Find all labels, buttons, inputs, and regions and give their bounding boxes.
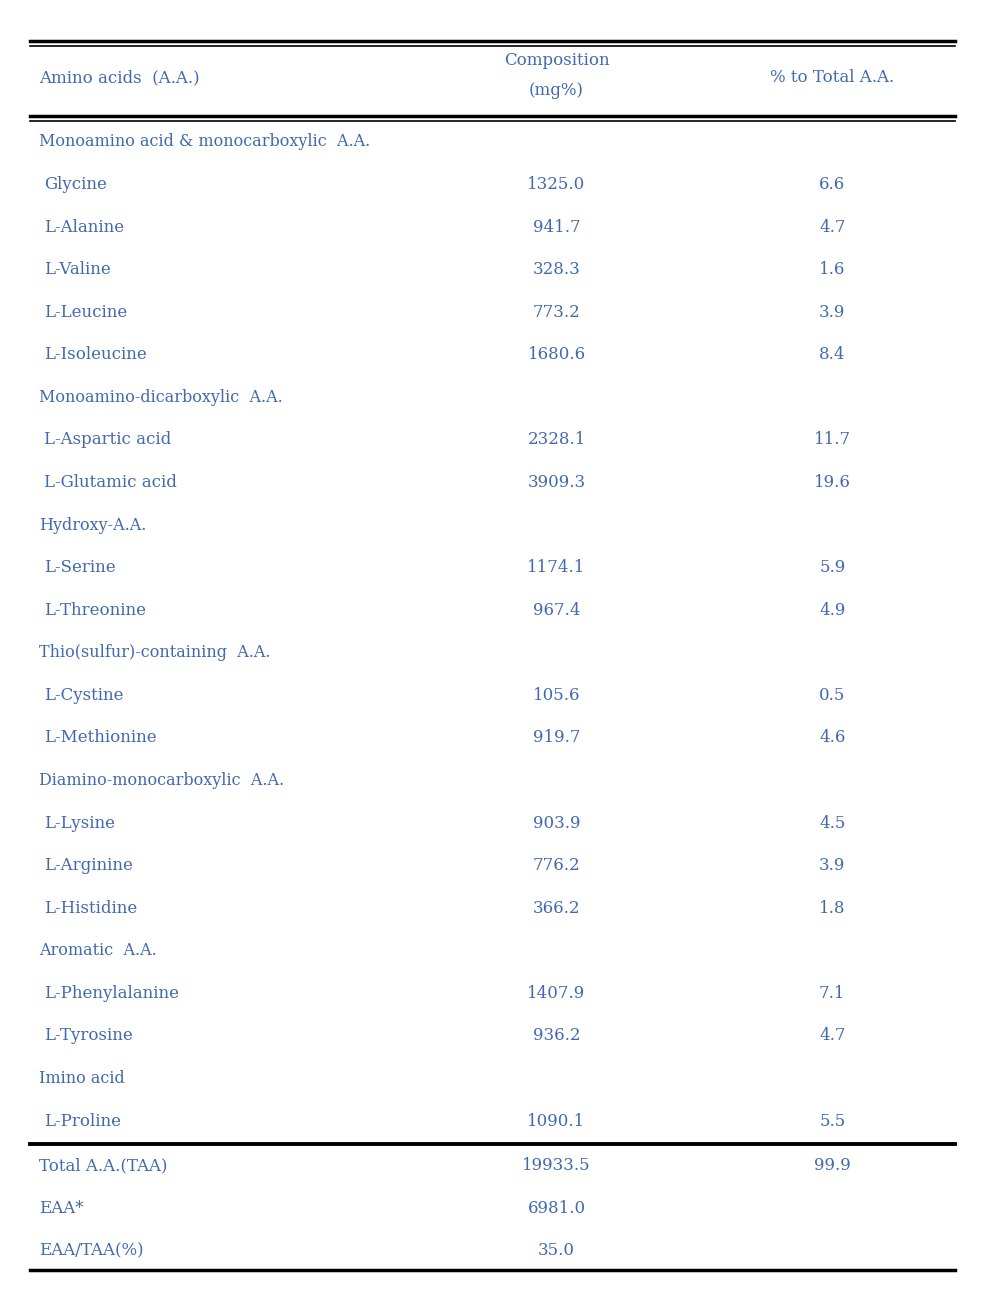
Text: 1325.0: 1325.0 (527, 175, 586, 194)
Text: 328.3: 328.3 (533, 261, 580, 279)
Text: 105.6: 105.6 (533, 686, 580, 704)
Text: 5.9: 5.9 (820, 559, 845, 577)
Text: L-Isoleucine: L-Isoleucine (44, 346, 147, 364)
Text: Glycine: Glycine (44, 175, 107, 194)
Text: 936.2: 936.2 (533, 1027, 580, 1045)
Text: Hydroxy-A.A.: Hydroxy-A.A. (39, 516, 147, 534)
Text: 99.9: 99.9 (814, 1157, 851, 1174)
Text: 3909.3: 3909.3 (527, 473, 586, 491)
Text: 366.2: 366.2 (533, 899, 580, 917)
Text: Aromatic  A.A.: Aromatic A.A. (39, 942, 158, 960)
Text: EAA*: EAA* (39, 1200, 84, 1216)
Text: L-Serine: L-Serine (44, 559, 116, 577)
Text: L-Aspartic acid: L-Aspartic acid (44, 431, 171, 449)
Text: 6.6: 6.6 (820, 175, 845, 194)
Text: L-Glutamic acid: L-Glutamic acid (44, 473, 177, 491)
Text: 967.4: 967.4 (533, 601, 580, 619)
Text: 3.9: 3.9 (820, 857, 845, 875)
Text: 1090.1: 1090.1 (527, 1112, 586, 1130)
Text: 35.0: 35.0 (538, 1242, 575, 1259)
Text: 4.5: 4.5 (820, 814, 845, 832)
Text: (mg%): (mg%) (529, 81, 584, 99)
Text: 1407.9: 1407.9 (527, 984, 586, 1002)
Text: Monoamino acid & monocarboxylic  A.A.: Monoamino acid & monocarboxylic A.A. (39, 133, 370, 151)
Text: 1174.1: 1174.1 (527, 559, 586, 577)
Text: 19933.5: 19933.5 (522, 1157, 591, 1174)
Text: L-Valine: L-Valine (44, 261, 111, 279)
Text: 7.1: 7.1 (820, 984, 845, 1002)
Text: 19.6: 19.6 (814, 473, 851, 491)
Text: 1.6: 1.6 (820, 261, 845, 279)
Text: 5.5: 5.5 (820, 1112, 845, 1130)
Text: 1.8: 1.8 (820, 899, 845, 917)
Text: 8.4: 8.4 (820, 346, 845, 364)
Text: L-Methionine: L-Methionine (44, 729, 157, 747)
Text: L-Cystine: L-Cystine (44, 686, 124, 704)
Text: 6981.0: 6981.0 (527, 1200, 586, 1216)
Text: 776.2: 776.2 (533, 857, 580, 875)
Text: 903.9: 903.9 (533, 814, 580, 832)
Text: L-Histidine: L-Histidine (44, 899, 138, 917)
Text: L-Phenylalanine: L-Phenylalanine (44, 984, 179, 1002)
Text: 3.9: 3.9 (820, 303, 845, 321)
Text: Monoamino-dicarboxylic  A.A.: Monoamino-dicarboxylic A.A. (39, 388, 283, 406)
Text: 4.7: 4.7 (820, 1027, 845, 1045)
Text: L-Arginine: L-Arginine (44, 857, 133, 875)
Text: % to Total A.A.: % to Total A.A. (770, 68, 894, 86)
Text: Imino acid: Imino acid (39, 1069, 125, 1087)
Text: 919.7: 919.7 (533, 729, 580, 747)
Text: 4.6: 4.6 (820, 729, 845, 747)
Text: 11.7: 11.7 (814, 431, 851, 449)
Text: EAA/TAA(%): EAA/TAA(%) (39, 1242, 144, 1259)
Text: L-Threonine: L-Threonine (44, 601, 147, 619)
Text: L-Leucine: L-Leucine (44, 303, 128, 321)
Text: 0.5: 0.5 (820, 686, 845, 704)
Text: Total A.A.(TAA): Total A.A.(TAA) (39, 1157, 167, 1174)
Text: Composition: Composition (503, 52, 610, 70)
Text: L-Tyrosine: L-Tyrosine (44, 1027, 133, 1045)
Text: L-Alanine: L-Alanine (44, 218, 124, 236)
Text: Thio(sulfur)-containing  A.A.: Thio(sulfur)-containing A.A. (39, 644, 271, 662)
Text: 1680.6: 1680.6 (527, 346, 586, 364)
Text: Amino acids  (A.A.): Amino acids (A.A.) (39, 68, 200, 86)
Text: Diamino-monocarboxylic  A.A.: Diamino-monocarboxylic A.A. (39, 771, 285, 789)
Text: L-Proline: L-Proline (44, 1112, 121, 1130)
Text: 4.9: 4.9 (820, 601, 845, 619)
Text: 4.7: 4.7 (820, 218, 845, 236)
Text: L-Lysine: L-Lysine (44, 814, 115, 832)
Text: 2328.1: 2328.1 (527, 431, 586, 449)
Text: 773.2: 773.2 (533, 303, 580, 321)
Text: 941.7: 941.7 (533, 218, 580, 236)
